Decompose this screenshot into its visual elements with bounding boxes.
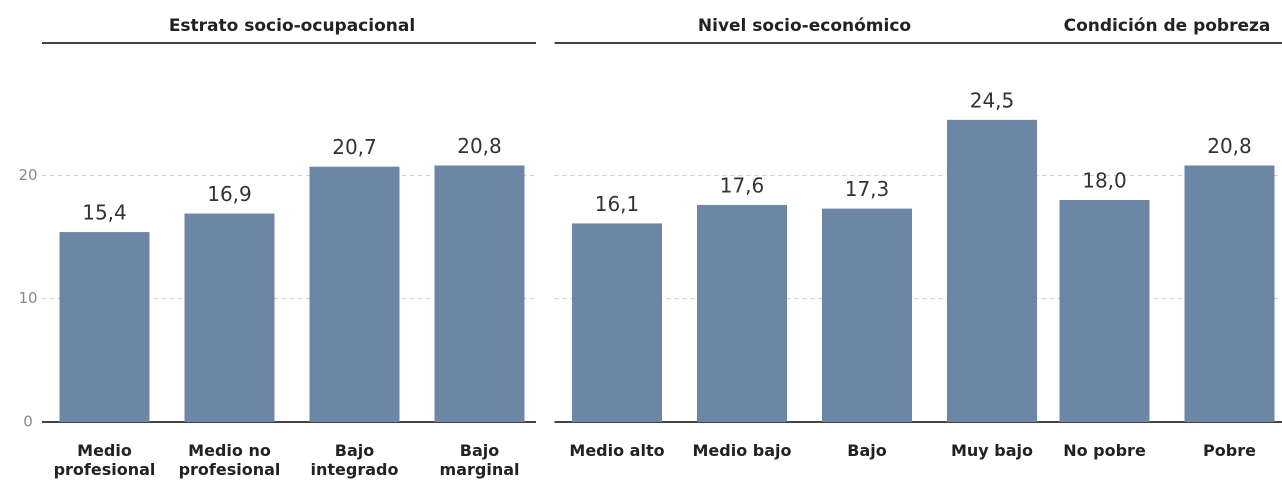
bar xyxy=(947,119,1037,422)
value-label: 20,7 xyxy=(332,135,377,159)
y-tick-label: 20 xyxy=(18,166,37,184)
value-label: 20,8 xyxy=(457,134,502,158)
value-label: 17,3 xyxy=(845,177,890,201)
x-tick-label: Bajo integrado xyxy=(310,441,399,479)
x-tick-label: Medio bajo xyxy=(692,441,792,460)
bar xyxy=(822,208,912,422)
bar xyxy=(434,165,525,422)
x-tick-label: No pobre xyxy=(1063,441,1146,460)
x-tick-label: Bajo xyxy=(847,441,887,460)
value-label: 24,5 xyxy=(970,88,1015,112)
bar xyxy=(572,223,662,422)
panel-title: Nivel socio-económico xyxy=(698,16,911,36)
bar xyxy=(309,166,400,422)
x-tick-label: Bajo marginal xyxy=(439,441,520,479)
x-tick-label: Medio no profesional xyxy=(178,441,281,479)
bar xyxy=(1059,200,1150,422)
value-label: 16,1 xyxy=(595,192,640,216)
bar xyxy=(59,232,150,422)
value-label: 16,9 xyxy=(207,182,252,206)
value-label: 17,6 xyxy=(720,173,765,197)
y-tick-label: 10 xyxy=(18,289,37,307)
y-tick-label: 0 xyxy=(23,413,33,431)
x-tick-label: Medio alto xyxy=(569,441,665,460)
bar xyxy=(1184,165,1275,422)
value-label: 20,8 xyxy=(1207,134,1252,158)
bar xyxy=(697,204,787,422)
x-tick-label: Pobre xyxy=(1203,441,1256,460)
x-tick-label: Medio profesional xyxy=(53,441,156,479)
value-label: 15,4 xyxy=(82,201,127,225)
panel-title: Estrato socio-ocupacional xyxy=(169,16,415,36)
bar xyxy=(184,213,275,422)
x-tick-label: Muy bajo xyxy=(950,441,1034,460)
value-label: 18,0 xyxy=(1082,169,1127,193)
panel-title: Condición de pobreza xyxy=(1064,16,1271,36)
